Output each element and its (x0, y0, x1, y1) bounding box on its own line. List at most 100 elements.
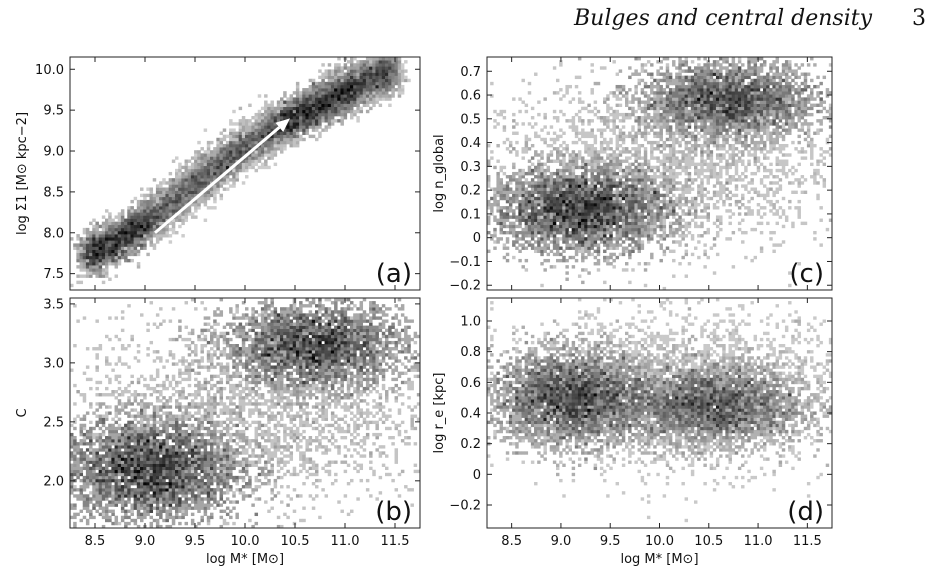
density-cell (187, 491, 192, 495)
density-cell (321, 390, 325, 394)
density-cell (305, 469, 309, 474)
density-cell (152, 448, 157, 452)
density-cell (295, 109, 300, 114)
density-cell (213, 448, 217, 452)
density-cell (238, 150, 243, 154)
density-cell (324, 374, 329, 379)
density-cell (210, 494, 214, 498)
density-cell (117, 491, 122, 495)
density-cell (136, 249, 141, 254)
density-cell (143, 396, 147, 400)
density-cell (219, 178, 224, 182)
density-cell (350, 69, 354, 73)
density-cell (213, 500, 217, 504)
density-cell (356, 402, 360, 406)
density-cell (187, 466, 192, 471)
density-cell (356, 75, 360, 80)
density-cell (149, 445, 154, 449)
density-cell (299, 137, 303, 142)
density-cell (203, 469, 208, 474)
density-cell (343, 75, 348, 80)
density-cell (216, 454, 220, 458)
density-cell (381, 405, 386, 409)
density-cell (92, 265, 96, 269)
density-cell (280, 134, 284, 139)
density-cell (76, 274, 80, 278)
density-cell (350, 442, 354, 446)
density-cell (299, 134, 303, 139)
density-cell (308, 460, 313, 464)
density-cell (120, 451, 125, 455)
density-cell (120, 362, 125, 366)
density-cell (356, 371, 360, 375)
density-cell (216, 460, 220, 464)
density-cell (353, 100, 357, 104)
density-cell (70, 503, 74, 507)
density-cell (270, 466, 274, 471)
density-cell (254, 432, 259, 437)
density-cell (229, 451, 233, 455)
density-cell (292, 362, 297, 366)
density-cell (213, 497, 217, 501)
density-cell (181, 442, 185, 446)
density-cell (197, 150, 201, 154)
density-cell (82, 237, 87, 241)
density-cell (375, 377, 379, 382)
density-cell (365, 478, 370, 483)
density-cell (124, 362, 128, 366)
density-cell (184, 506, 189, 510)
density-cell (200, 153, 204, 157)
density-cell (353, 362, 357, 366)
density-cell (276, 140, 281, 145)
density-cell (340, 371, 344, 375)
density-cell (378, 63, 383, 67)
density-cell (302, 506, 306, 510)
density-cell (114, 405, 119, 409)
density-cell (98, 488, 103, 492)
density-cell (248, 518, 252, 523)
density-cell (302, 119, 306, 123)
density-cell (168, 491, 173, 495)
density-cell (254, 374, 259, 379)
density-cell (356, 103, 360, 108)
density-cell (321, 109, 325, 114)
density-cell (105, 386, 109, 391)
density-cell (257, 442, 262, 446)
density-cell (184, 491, 189, 495)
density-cell (203, 408, 208, 412)
density-cell (92, 494, 96, 498)
density-cell (369, 100, 373, 104)
density-cell (292, 488, 297, 492)
density-cell (321, 374, 325, 379)
density-cell (146, 212, 150, 216)
density-cell (340, 377, 344, 382)
density-cell (105, 414, 109, 418)
density-cell (222, 457, 227, 461)
density-cell (353, 380, 357, 385)
density-cell (315, 362, 319, 366)
density-cell (155, 215, 160, 219)
density-cell (369, 57, 373, 61)
density-cell (105, 362, 109, 366)
density-cell (143, 221, 147, 226)
density-cell (130, 218, 134, 222)
density-cell (270, 451, 274, 455)
density-cell (184, 175, 189, 179)
density-cell (280, 414, 284, 418)
density-cell (155, 187, 160, 191)
density-cell (219, 429, 224, 434)
density-cell (334, 460, 338, 464)
density-cell (359, 383, 364, 388)
density-cell (222, 466, 227, 471)
density-cell (82, 463, 87, 467)
density-cell (111, 475, 115, 480)
density-cell (260, 451, 265, 455)
density-cell (222, 150, 227, 154)
density-cell (394, 396, 399, 400)
density-cell (213, 408, 217, 412)
density-cell (248, 485, 252, 489)
density-cell (133, 503, 138, 507)
density-cell (229, 420, 233, 425)
density-cell (114, 463, 119, 467)
density-cell (210, 411, 214, 415)
